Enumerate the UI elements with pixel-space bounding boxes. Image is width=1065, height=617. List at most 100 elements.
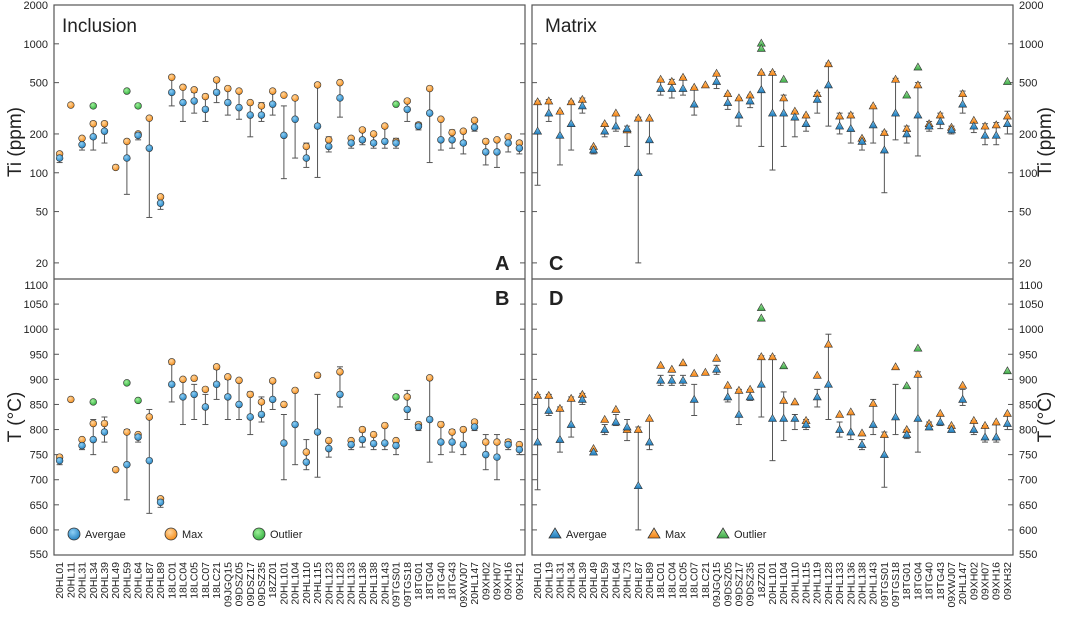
avg-point-ti xyxy=(246,111,254,119)
x-tick-label: 09JGQ15 xyxy=(222,562,234,607)
avg-point-temp xyxy=(313,428,322,436)
x-tick-label: 09DSZ05 xyxy=(234,562,246,607)
max-point-ti xyxy=(533,97,543,106)
avg-point-ti xyxy=(589,145,599,154)
x-tick-label: 09DSZ05 xyxy=(722,562,734,607)
avg-point-ti xyxy=(156,199,165,207)
avg-point-ti xyxy=(224,98,232,107)
panel-letter-c: C xyxy=(549,253,563,275)
x-tick-label: 18ZZ01 xyxy=(267,562,279,598)
x-tick-label: 20HL138 xyxy=(856,562,868,605)
max-point-temp xyxy=(100,419,109,428)
data-layer xyxy=(55,38,1012,531)
avg-point-temp xyxy=(935,417,945,426)
avg-point-ti xyxy=(235,103,243,112)
x-tick-label: 20HL89 xyxy=(155,562,167,599)
max-point-ti xyxy=(257,102,266,110)
max-point-temp xyxy=(291,386,299,395)
avg-point-ti xyxy=(347,139,355,147)
avg-point-temp xyxy=(89,435,97,444)
max-point-ti xyxy=(801,110,811,119)
x-tick-label: 20HL49 xyxy=(588,562,600,599)
avg-point-ti xyxy=(515,144,524,152)
max-point-temp xyxy=(67,395,75,404)
y-tick-label-temp: 900 xyxy=(1019,374,1037,386)
max-point-ti xyxy=(325,136,333,144)
avg-point-temp xyxy=(790,413,800,422)
y-axis-label-ti-left: Ti (ppm) xyxy=(5,107,26,177)
legend-max-marker xyxy=(647,527,661,539)
legend-max-label: Max xyxy=(182,529,203,541)
max-point-ti xyxy=(168,73,176,81)
outlier-point-ti xyxy=(134,102,142,110)
outlier-point-ti xyxy=(123,87,131,95)
x-tick-label: 18TG43 xyxy=(935,562,947,600)
max-point-temp xyxy=(403,393,411,401)
x-tick-label: 09XH16 xyxy=(991,562,1003,600)
max-point-temp xyxy=(812,370,822,379)
max-point-ti xyxy=(381,122,389,130)
x-tick-label: 09XWJ07 xyxy=(458,562,470,608)
max-point-ti xyxy=(835,111,845,120)
avg-point-ti xyxy=(168,88,176,97)
max-point-ti xyxy=(313,81,322,89)
avg-point-temp xyxy=(414,423,423,431)
max-point-temp xyxy=(145,413,154,421)
max-point-temp xyxy=(835,409,845,418)
x-tick-label: 20HL39 xyxy=(577,562,589,599)
avg-point-temp xyxy=(544,405,554,414)
avg-point-ti xyxy=(723,98,733,106)
avg-point-temp xyxy=(268,395,277,404)
y-tick-label-ti: 20 xyxy=(36,258,48,270)
avg-point-temp xyxy=(179,393,187,401)
max-point-temp xyxy=(879,429,889,438)
x-tick-label: 20HL123 xyxy=(323,562,335,605)
x-tick-label: 18LC01 xyxy=(655,562,667,599)
outlier-point-temp xyxy=(756,302,766,311)
avg-point-ti xyxy=(902,129,912,138)
outlier-point-ti xyxy=(756,43,766,52)
max-point-temp xyxy=(756,352,766,361)
avg-point-temp xyxy=(168,380,176,389)
avg-point-ti xyxy=(369,139,378,147)
y-tick-label-temp: 1050 xyxy=(24,299,48,311)
max-point-ti xyxy=(78,134,86,143)
x-tick-label: 18TG04 xyxy=(424,562,436,600)
y-tick-label-ti: 2000 xyxy=(1019,0,1043,12)
max-point-ti xyxy=(369,130,378,138)
x-tick-label: 09TGS01 xyxy=(391,562,403,607)
y-tick-label-temp: 850 xyxy=(1019,399,1037,411)
avg-point-ti xyxy=(644,135,654,144)
y-tick-label-temp: 750 xyxy=(30,450,48,462)
avg-point-ti xyxy=(745,96,755,105)
y-tick-label-ti: 20 xyxy=(1019,258,1031,270)
y-tick-label-ti: 2000 xyxy=(24,0,48,12)
x-tick-label: 20HL49 xyxy=(110,562,122,599)
avg-point-temp xyxy=(392,441,400,450)
y-tick-label-temp: 1000 xyxy=(1019,324,1043,336)
max-point-temp xyxy=(656,360,666,369)
avg-point-temp xyxy=(515,445,524,454)
avg-point-ti xyxy=(493,148,501,156)
x-tick-label: 09DSZ17 xyxy=(733,562,745,607)
avg-point-ti xyxy=(555,130,565,139)
max-point-temp xyxy=(459,425,468,434)
y-tick-label-temp: 700 xyxy=(30,475,48,487)
avg-point-ti xyxy=(55,154,64,162)
y-tick-label-temp: 650 xyxy=(30,500,48,512)
avg-point-temp xyxy=(235,400,243,409)
x-tick-label: 20HL31 xyxy=(77,562,89,599)
avg-point-temp xyxy=(812,392,822,401)
max-point-ti xyxy=(846,110,856,119)
max-point-ti xyxy=(358,126,367,134)
y-tick-label-temp: 1100 xyxy=(24,280,48,292)
avg-point-temp xyxy=(857,439,867,448)
max-point-temp xyxy=(257,398,266,406)
outlier-point-ti xyxy=(392,100,400,108)
avg-point-ti xyxy=(291,115,299,123)
max-point-temp xyxy=(958,380,968,389)
x-tick-label: 20HL104 xyxy=(778,562,790,605)
outlier-point-ti xyxy=(779,74,789,83)
avg-point-temp xyxy=(767,413,778,422)
outlier-point-ti xyxy=(913,62,923,71)
